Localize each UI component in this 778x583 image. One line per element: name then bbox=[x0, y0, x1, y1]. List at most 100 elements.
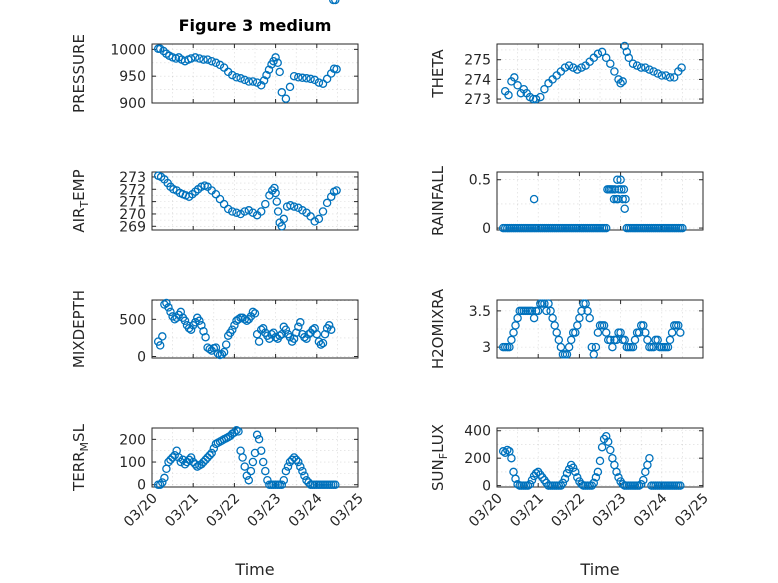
data-point bbox=[613, 175, 622, 184]
data-point bbox=[676, 481, 685, 490]
data-point bbox=[318, 338, 328, 348]
ylabel-part: F bbox=[437, 453, 450, 459]
data-point bbox=[298, 466, 307, 476]
data-point bbox=[197, 321, 206, 330]
data-point bbox=[614, 185, 624, 194]
data-point bbox=[669, 73, 679, 82]
data-point bbox=[606, 59, 615, 68]
data-point bbox=[281, 94, 291, 103]
data-point bbox=[641, 63, 650, 72]
data-point bbox=[536, 92, 545, 102]
axes-box bbox=[151, 43, 359, 104]
data-point bbox=[232, 208, 241, 217]
data-point bbox=[593, 467, 603, 477]
data-point bbox=[513, 480, 522, 489]
data-point bbox=[562, 469, 572, 478]
data-point bbox=[168, 453, 177, 462]
data-point bbox=[285, 82, 295, 92]
data-point bbox=[294, 322, 303, 332]
data-point bbox=[507, 335, 516, 345]
data-point bbox=[589, 350, 599, 359]
xtick-label: 03/20 bbox=[121, 491, 161, 531]
data-point bbox=[298, 206, 307, 215]
data-point bbox=[601, 223, 611, 233]
data-point bbox=[314, 78, 324, 87]
data-point bbox=[318, 79, 328, 88]
data-point bbox=[331, 480, 340, 489]
data-point bbox=[289, 71, 299, 81]
data-point bbox=[630, 335, 640, 345]
data-point bbox=[178, 455, 188, 465]
ytick-label: 950 bbox=[119, 69, 146, 85]
data-point bbox=[158, 478, 167, 487]
data-point bbox=[310, 75, 319, 85]
data-point bbox=[618, 194, 627, 204]
data-point bbox=[511, 321, 520, 330]
data-point bbox=[316, 340, 326, 349]
data-point bbox=[207, 56, 216, 66]
data-point bbox=[661, 71, 671, 80]
data-point bbox=[568, 63, 578, 72]
data-point bbox=[568, 463, 578, 473]
data-point bbox=[591, 342, 601, 352]
data-point bbox=[619, 185, 629, 194]
data-point bbox=[597, 442, 607, 452]
subplot-sun-flux: 0 200 400 SUNFLUX 03/20 03/21 03/22 03/23 03/24 0… bbox=[429, 424, 712, 579]
data-point bbox=[219, 347, 229, 357]
ytick-label: 0.5 bbox=[469, 173, 491, 189]
data-point bbox=[277, 88, 287, 97]
ytick-label: 900 bbox=[119, 96, 146, 112]
data-point bbox=[533, 306, 543, 316]
data-point bbox=[286, 201, 295, 210]
data-point bbox=[593, 49, 603, 59]
data-point bbox=[531, 94, 541, 104]
data-point bbox=[232, 73, 241, 82]
data-point bbox=[314, 214, 324, 224]
data-point bbox=[513, 81, 522, 90]
data-point bbox=[279, 214, 289, 224]
data-point bbox=[283, 462, 293, 471]
data-point bbox=[272, 197, 282, 206]
data-point bbox=[560, 474, 570, 484]
data-point bbox=[564, 61, 574, 70]
data-point bbox=[273, 58, 282, 68]
data-point bbox=[577, 63, 586, 72]
data-point bbox=[281, 325, 291, 334]
data-point bbox=[275, 67, 284, 77]
xtick-label: 03/20 bbox=[466, 491, 506, 531]
data-point bbox=[610, 67, 619, 76]
ylabel-part: LUX bbox=[429, 424, 447, 453]
ylabel: AIRTEMP bbox=[70, 169, 91, 232]
data-point bbox=[271, 53, 280, 62]
data-point bbox=[544, 299, 553, 308]
data-point bbox=[248, 457, 258, 467]
figure-title: Figure 3 medium bbox=[179, 16, 332, 35]
data-point bbox=[548, 313, 557, 323]
data-point bbox=[498, 447, 508, 456]
ytick-label: 0 bbox=[482, 479, 491, 495]
data-point bbox=[279, 475, 289, 485]
data-point bbox=[201, 332, 210, 342]
data-point bbox=[155, 341, 165, 350]
data-point bbox=[332, 64, 341, 74]
data-point bbox=[186, 54, 196, 63]
data-point bbox=[618, 480, 627, 489]
data-point bbox=[657, 71, 667, 80]
data-point bbox=[296, 318, 305, 327]
data-point bbox=[542, 306, 551, 316]
ytick-label: 0 bbox=[137, 478, 146, 494]
data-point bbox=[174, 453, 184, 462]
data-point bbox=[207, 448, 216, 458]
xtick-label: 03/23 bbox=[590, 491, 630, 531]
data-point bbox=[248, 208, 258, 217]
subplot-terr-msl: 0 100 200 TERRMSL 03/20 03/21 03/22 03/23 03/24 0… bbox=[70, 423, 367, 579]
data-point bbox=[205, 344, 214, 354]
ytick-label: 0 bbox=[482, 221, 491, 237]
data-point bbox=[612, 467, 621, 477]
data-point bbox=[306, 212, 315, 221]
ytick-label: 3.5 bbox=[469, 304, 491, 320]
ytick-label: 100 bbox=[119, 455, 146, 471]
data-point bbox=[601, 431, 611, 441]
